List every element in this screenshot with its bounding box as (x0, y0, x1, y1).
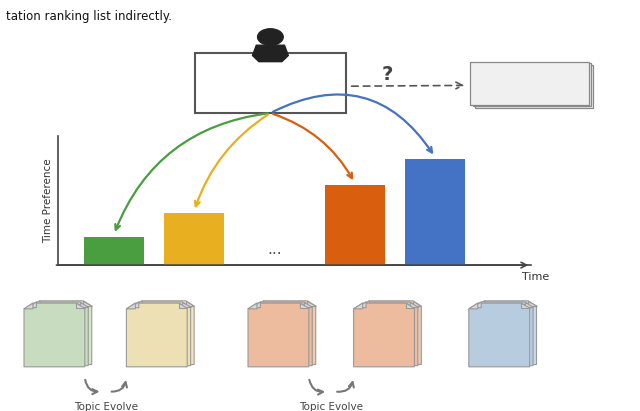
Bar (324, 185, 385, 265)
Text: Recommended
List: Recommended List (490, 69, 579, 97)
Text: Time: Time (522, 272, 549, 282)
Text: Probability
Theory: Probability Theory (32, 325, 77, 345)
Text: User query about
Topic Modeling: User query about Topic Modeling (219, 69, 322, 97)
Text: Probabilistic
Latent
Semantic
Indexing: Probabilistic Latent Semantic Indexing (358, 315, 410, 355)
Text: ?: ? (381, 65, 393, 84)
Text: Word
Clustering: Word Clustering (135, 325, 179, 345)
Text: Latent
Semantic
Indexing: Latent Semantic Indexing (259, 320, 298, 350)
Text: Latent
Dirichlet
Allocation: Latent Dirichlet Allocation (479, 320, 520, 350)
Bar (84, 237, 144, 265)
Text: Topic Evolve: Topic Evolve (74, 402, 138, 411)
Text: ...: ... (267, 242, 282, 257)
Bar (164, 213, 224, 265)
Bar (404, 159, 465, 265)
Text: Topic Evolve: Topic Evolve (300, 402, 364, 411)
Y-axis label: Time Preference: Time Preference (44, 158, 53, 242)
Text: tation ranking list indirectly.: tation ranking list indirectly. (6, 10, 172, 23)
